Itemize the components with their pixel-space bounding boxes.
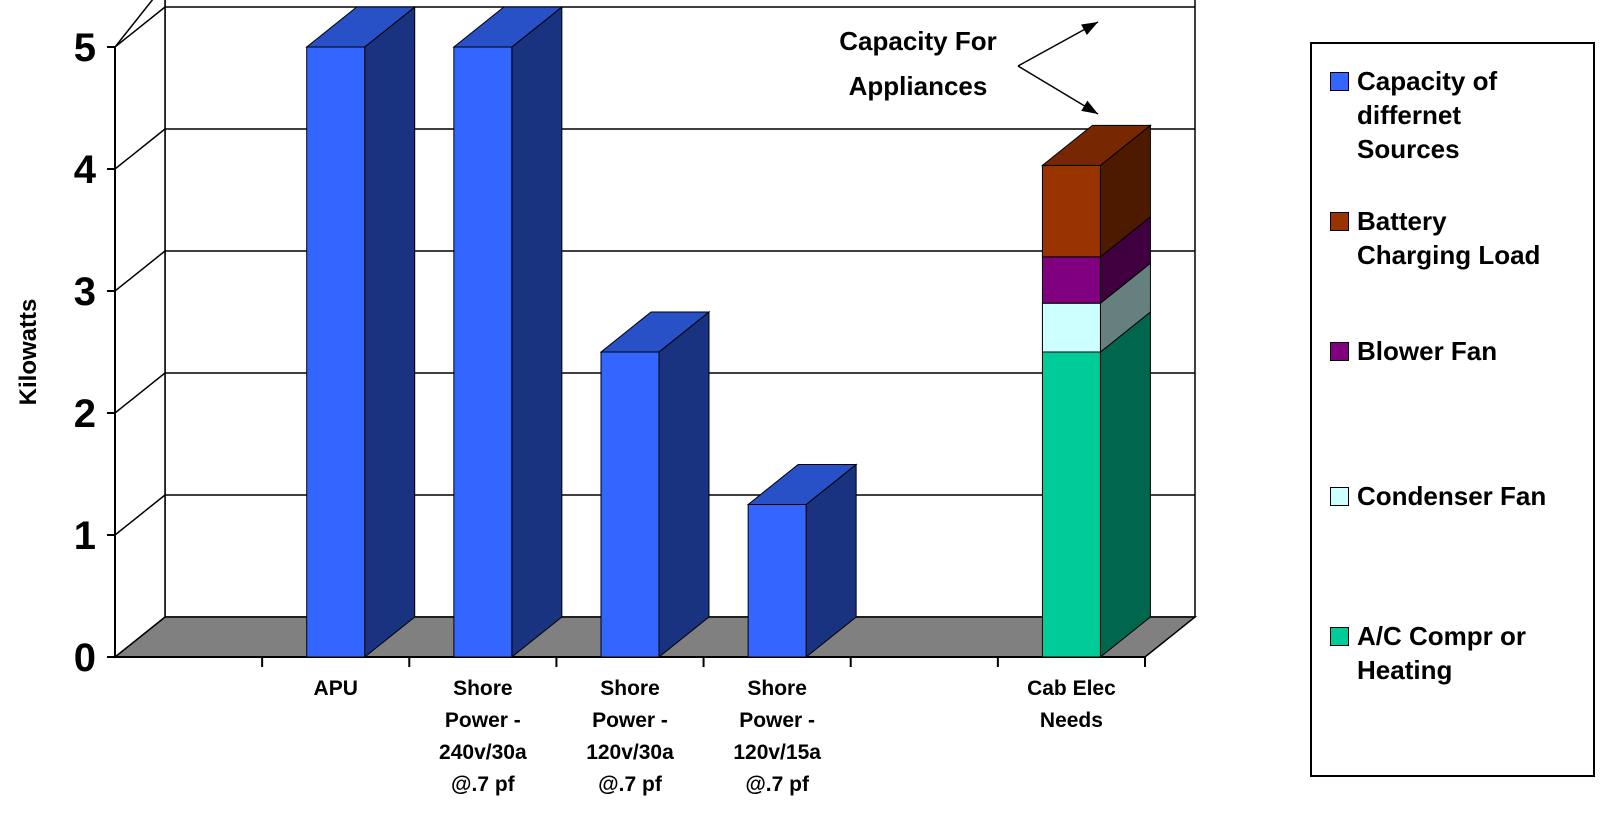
- bar-segment: [1041, 124, 1151, 258]
- y-tick-label: 4: [74, 148, 97, 192]
- legend-item: Capacity of differnet Sources: [1330, 64, 1602, 166]
- legend-label: Capacity of differnet Sources: [1357, 64, 1602, 166]
- y-tick-label: 2: [74, 392, 96, 436]
- gridline-side: [114, 250, 166, 292]
- arrowhead: [1081, 22, 1098, 35]
- annotation-text: Appliances: [849, 71, 988, 101]
- y-tick-label: 3: [74, 270, 96, 314]
- bar-segment: [306, 5, 416, 659]
- y-tick-labels: 0 1 2 3 4 5: [74, 26, 97, 680]
- legend-label-line: Blower Fan: [1357, 336, 1498, 366]
- y-tick-label: 5: [74, 26, 96, 70]
- legend-item: Blower Fan: [1330, 334, 1602, 368]
- y-axis-label: Kilowatts: [15, 299, 42, 406]
- x-category-label: Needs: [1040, 709, 1103, 732]
- bar-top: [599, 311, 711, 353]
- x-category-label: @.7 pf: [451, 773, 516, 796]
- legend-label-line: Sources: [1357, 134, 1460, 164]
- legend-swatch: [1330, 627, 1349, 646]
- legend-swatch: [1330, 487, 1349, 506]
- x-category-label: APU: [314, 677, 358, 700]
- x-category-label: Shore: [747, 677, 807, 700]
- x-category-label: Power -: [592, 709, 668, 732]
- legend-swatch: [1330, 72, 1349, 91]
- x-category-label: @.7 pf: [598, 773, 663, 796]
- y-tick-label: 1: [74, 514, 96, 558]
- x-category-label: Shore: [600, 677, 660, 700]
- legend-label-line: differnet: [1357, 100, 1461, 130]
- legend-item: Battery Charging Load: [1330, 204, 1602, 272]
- bar-top: [746, 464, 858, 505]
- bar-top: [305, 6, 417, 48]
- x-category-label: Power -: [445, 709, 521, 732]
- legend-label-line: Heating: [1357, 655, 1453, 685]
- bars: [305, 5, 1152, 659]
- legend-swatch: [1330, 342, 1349, 361]
- x-category-labels: APU Shore Power - 240v/30a @.7 pf Shore Power …: [314, 677, 1117, 796]
- annotation-text: Capacity For: [839, 26, 997, 56]
- gridline-side: [114, 128, 166, 170]
- legend-swatch: [1330, 212, 1349, 231]
- bar-top: [452, 6, 564, 48]
- legend-label-line: Condenser Fan: [1357, 481, 1547, 511]
- bar-segment: [600, 310, 710, 659]
- bar-segment: [747, 463, 857, 659]
- x-category-label: 120v/15a: [733, 741, 821, 764]
- gridline-side: [114, 6, 166, 48]
- legend: Capacity of differnet Sources Battery Chargi…: [1310, 42, 1595, 777]
- legend-label-line: Charging Load: [1357, 240, 1541, 270]
- annotation: Capacity For Appliances: [839, 21, 1099, 115]
- legend-label: Battery Charging Load: [1357, 204, 1602, 272]
- x-category-label: Power -: [739, 709, 815, 732]
- legend-label-line: Battery: [1357, 206, 1447, 236]
- arrowhead: [1081, 100, 1098, 114]
- x-category-label: @.7 pf: [745, 773, 810, 796]
- bar-top: [1041, 124, 1152, 166]
- x-category-label: 120v/30a: [586, 741, 674, 764]
- legend-item: Condenser Fan: [1330, 479, 1602, 513]
- legend-item: A/C Compr or Heating: [1330, 619, 1602, 687]
- bar-segment: [1041, 310, 1151, 659]
- legend-label: Blower Fan: [1357, 334, 1602, 368]
- x-category-label: Cab Elec: [1027, 677, 1116, 700]
- legend-label: A/C Compr or Heating: [1357, 619, 1602, 687]
- chart-side-wall: [114, 0, 166, 659]
- gridline-side: [114, 494, 166, 536]
- legend-label: Condenser Fan: [1357, 479, 1602, 513]
- legend-label-line: A/C Compr or: [1357, 621, 1526, 651]
- x-category-label: Shore: [453, 677, 513, 700]
- legend-label-line: Capacity of: [1357, 66, 1498, 96]
- y-tick-label: 0: [74, 636, 96, 680]
- x-category-label: 240v/30a: [439, 741, 527, 764]
- bar-segment: [453, 5, 563, 659]
- gridline-side: [114, 372, 166, 414]
